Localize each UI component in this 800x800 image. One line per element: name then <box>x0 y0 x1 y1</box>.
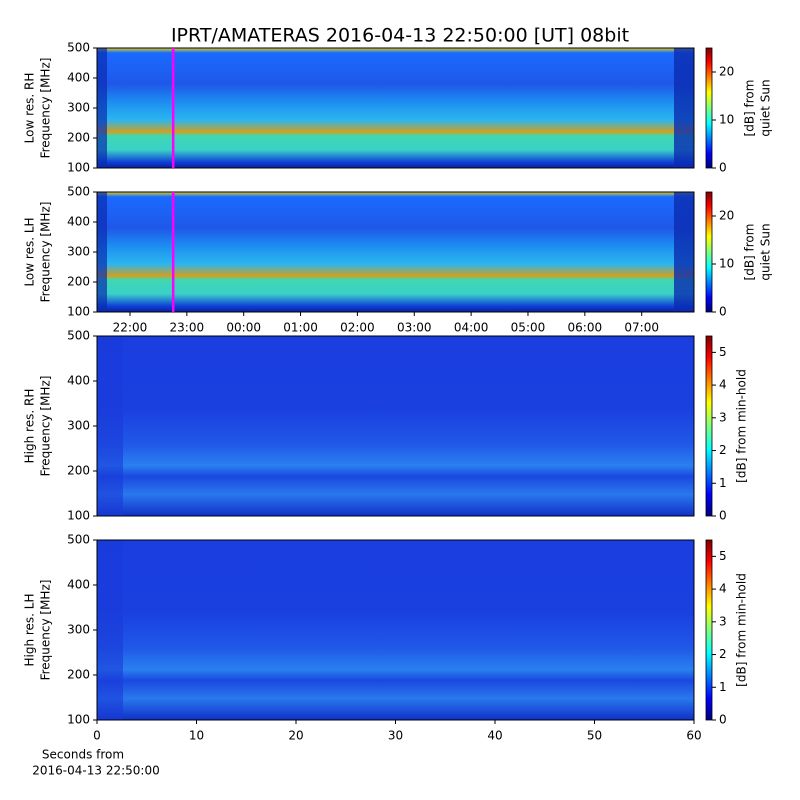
heatmap-edge <box>674 48 694 168</box>
colorbar-tick-label: 0 <box>719 305 727 319</box>
x-tick-label: 60 <box>686 729 701 743</box>
x-tick-label: 00:00 <box>226 321 261 335</box>
heatmap-image <box>97 540 694 720</box>
y-tick-label: 300 <box>67 419 90 433</box>
colorbar-tick-label: 4 <box>719 378 727 392</box>
y-tick-label: 500 <box>67 185 90 199</box>
colorbar-tick-label: 0 <box>719 509 727 523</box>
y-tick-label: 400 <box>67 578 90 592</box>
y-tick-label: 100 <box>67 713 90 727</box>
colorbar-tick-label: 4 <box>719 582 727 596</box>
y-tick-label: 400 <box>67 71 90 85</box>
y-axis-label: Frequency [MHz] <box>39 202 53 303</box>
heatmap-edge <box>97 192 107 312</box>
heatmap-image <box>97 336 694 516</box>
x-axis-label: Seconds from <box>42 748 124 762</box>
heatmap-edge <box>97 48 107 168</box>
x-tick-label: 06:00 <box>568 321 603 335</box>
colorbar <box>705 539 713 721</box>
x-tick-label: 50 <box>587 729 602 743</box>
x-tick-label: 20 <box>288 729 303 743</box>
colorbar-label: [dB] from min-hold <box>735 369 749 483</box>
y-tick-label: 500 <box>67 533 90 547</box>
y-axis-label: Low res. LH <box>23 217 37 286</box>
y-tick-label: 200 <box>67 464 90 478</box>
x-tick-label: 23:00 <box>170 321 205 335</box>
colorbar-label: [dB] from min-hold <box>735 573 749 687</box>
heatmap-image <box>97 192 694 312</box>
y-axis-label: High res. LH <box>23 593 37 666</box>
y-tick-label: 100 <box>67 161 90 175</box>
x-tick-label: 03:00 <box>397 321 432 335</box>
y-axis-label: Frequency [MHz] <box>39 580 53 681</box>
y-axis-label: Low res. RH <box>23 73 37 144</box>
y-axis-label: Frequency [MHz] <box>39 58 53 159</box>
colorbar-label: quiet Sun <box>759 223 773 280</box>
y-tick-label: 200 <box>67 131 90 145</box>
y-tick-label: 500 <box>67 41 90 55</box>
y-tick-label: 200 <box>67 275 90 289</box>
colorbar-tick-label: 2 <box>719 443 727 457</box>
y-tick-label: 300 <box>67 101 90 115</box>
colorbar-tick-label: 20 <box>719 65 734 79</box>
x-tick-label: 30 <box>388 729 403 743</box>
x-axis-label: 2016-04-13 22:50:00 <box>32 764 159 778</box>
y-tick-label: 400 <box>67 374 90 388</box>
x-tick-label: 01:00 <box>283 321 318 335</box>
heatmap-edge <box>97 540 123 720</box>
colorbar-tick-label: 0 <box>719 713 727 727</box>
heatmap-image <box>97 48 694 168</box>
colorbar-tick-label: 3 <box>719 614 727 628</box>
y-tick-label: 300 <box>67 245 90 259</box>
x-tick-label: 04:00 <box>454 321 489 335</box>
colorbar-tick-label: 0 <box>719 161 727 175</box>
colorbar <box>705 47 713 169</box>
y-tick-label: 100 <box>67 509 90 523</box>
colorbar <box>705 191 713 313</box>
heatmap-edge <box>674 192 694 312</box>
colorbar-tick-label: 10 <box>719 257 734 271</box>
colorbar-tick-label: 5 <box>719 549 727 563</box>
colorbar-tick-label: 20 <box>719 209 734 223</box>
colorbar-tick-label: 1 <box>719 680 727 694</box>
x-tick-label: 40 <box>487 729 502 743</box>
x-tick-label: 07:00 <box>624 321 659 335</box>
y-tick-label: 300 <box>67 623 90 637</box>
heatmap-edge <box>97 336 123 516</box>
x-tick-label: 22:00 <box>113 321 148 335</box>
x-tick-label: 02:00 <box>340 321 375 335</box>
colorbar-tick-label: 10 <box>719 113 734 127</box>
colorbar-label: [dB] from <box>743 224 757 281</box>
colorbar-label: [dB] from <box>743 80 757 137</box>
x-tick-label: 10 <box>189 729 204 743</box>
y-tick-label: 500 <box>67 329 90 343</box>
colorbar-tick-label: 2 <box>719 647 727 661</box>
colorbar-tick-label: 1 <box>719 476 727 490</box>
figure-title: IPRT/AMATERAS 2016-04-13 22:50:00 [UT] 0… <box>171 25 629 47</box>
y-tick-label: 200 <box>67 668 90 682</box>
y-tick-label: 400 <box>67 215 90 229</box>
y-axis-label: Frequency [MHz] <box>39 376 53 477</box>
colorbar <box>705 335 713 517</box>
colorbar-tick-label: 3 <box>719 410 727 424</box>
colorbar-tick-label: 5 <box>719 345 727 359</box>
y-axis-label: High res. RH <box>23 389 37 464</box>
x-tick-label: 05:00 <box>511 321 546 335</box>
x-tick-label: 0 <box>93 729 101 743</box>
y-tick-label: 100 <box>67 305 90 319</box>
colorbar-label: quiet Sun <box>759 79 773 136</box>
